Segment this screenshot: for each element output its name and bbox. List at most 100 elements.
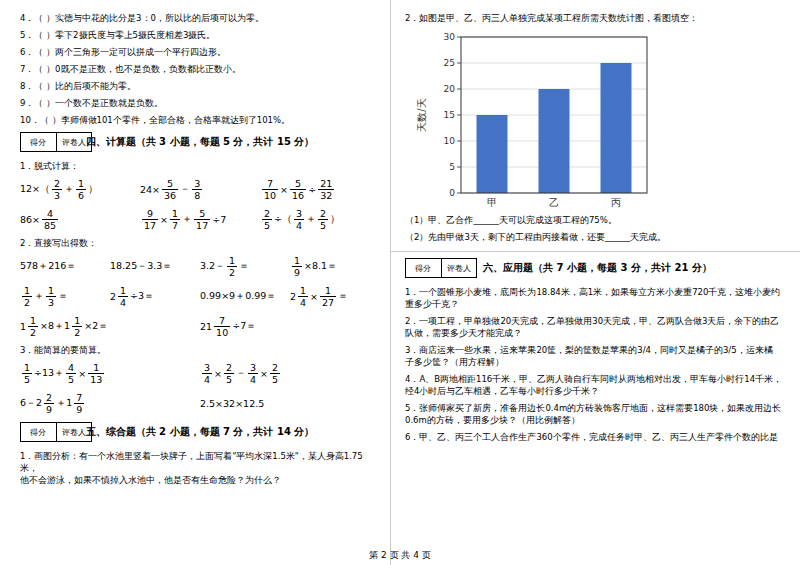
math-expression: 112×8＋112×2＝ [20, 315, 200, 338]
math-text: × [78, 368, 86, 379]
y-tick [457, 167, 461, 168]
fraction-denominator: 17 [142, 219, 158, 231]
math-expression: 12×（23＋16） [20, 178, 140, 201]
fraction-denominator: 36 [162, 189, 178, 201]
fraction: 710 [214, 315, 230, 338]
fraction-denominator: 6 [76, 189, 86, 201]
fraction: 516 [290, 178, 306, 201]
fraction: 14 [118, 285, 128, 308]
question-text: 2．直接写出得数： [20, 237, 380, 249]
fraction-denominator: 3 [46, 296, 56, 308]
question-text: 4．A、B两地相距116千米，甲、乙两人骑自行车同时从两地相对出发，甲车每小时行… [405, 373, 790, 397]
fraction: 19 [292, 255, 302, 278]
expression-cell: 86×485 [20, 208, 140, 231]
column-divider [390, 0, 391, 565]
fraction-numerator: 1 [300, 285, 306, 296]
fraction: 13 [46, 285, 56, 308]
expression-row: 15÷13＋45×11334×25－34×25 [20, 361, 380, 385]
expression-row: 6－229＋1792.5×32×12.5 [20, 391, 380, 415]
math-expression: 25÷（34＋25） [260, 208, 380, 231]
section-header: 得分评卷人四、计算题（共 3 小题，每题 5 分，共计 15 分） [20, 131, 380, 153]
fraction-numerator: 1 [229, 255, 235, 266]
question-text: 2．一项工程，甲单独做20天完成，乙单独做用30天完成，甲、乙两队合做3天后，余… [405, 315, 790, 339]
fraction: 34 [294, 208, 304, 231]
score-box-cell: 评卷人 [441, 259, 477, 277]
math-text: ÷7＝ [232, 320, 256, 333]
y-tick [457, 141, 461, 142]
question-text: 2．如图是甲、乙、丙三人单独完成某项工程所需天数统计图，看图填空： [405, 12, 790, 24]
math-expression: 214÷3＝ [110, 285, 200, 308]
math-text: ＋ [182, 213, 192, 226]
fraction-numerator: 3 [194, 178, 200, 189]
fraction: 25 [270, 362, 280, 385]
y-tick-label: 20 [444, 84, 456, 94]
fraction-denominator: 2 [227, 266, 237, 278]
fraction-numerator: 1 [325, 285, 331, 296]
question-text: 3．能简算的要简算。 [20, 344, 380, 356]
separator-line [390, 251, 800, 252]
y-tick-label: 0 [449, 188, 455, 198]
math-expression: 710×516÷2132 [260, 178, 380, 201]
question-text: 10．（ ）李师傅做101个零件，全部合格，合格率就达到了101%。 [20, 114, 380, 126]
expression-cell: 0.99×9＋0.99＝ [200, 290, 290, 303]
math-text: × [280, 184, 288, 195]
fraction-denominator: 5 [262, 219, 272, 231]
question-text: 8．（ ）比的后项不能为零。 [20, 80, 380, 92]
score-box: 得分评卷人 [405, 258, 477, 278]
fraction: 16 [76, 178, 86, 201]
fraction-denominator: 5 [318, 219, 328, 231]
fraction-denominator: 2 [22, 296, 32, 308]
fraction: 14 [298, 285, 308, 308]
y-tick-label: 15 [444, 110, 455, 120]
math-text: ＋ [64, 183, 74, 196]
expression-row: 578＋216＝18.25－3.3＝3.2－12＝19×8.1＝ [20, 254, 380, 278]
score-box: 得分评卷人 [20, 132, 92, 152]
math-expression: 6－229＋179 [20, 392, 200, 415]
fraction-numerator: 9 [147, 208, 153, 219]
x-tick-label: 乙 [549, 197, 559, 208]
math-expression: 578＋216＝ [20, 260, 110, 273]
fraction: 25 [224, 362, 234, 385]
fraction-denominator: 5 [224, 373, 234, 385]
y-tick [457, 115, 461, 116]
math-text: × [260, 368, 268, 379]
fraction: 25 [262, 208, 272, 231]
math-text: ＋ [34, 290, 44, 303]
question-text: 5．张师傅家买了新房，准备用边长0.4m的方砖装饰客厅地面，这样需要180块，如… [405, 402, 790, 426]
fraction: 517 [194, 208, 210, 231]
fraction: 29 [44, 392, 54, 415]
expression-cell: 34×25－34×25 [200, 362, 380, 385]
question-text: （1）甲、乙合作______天可以完成这项工程的75%。 [405, 214, 790, 226]
fraction-denominator: 5 [270, 373, 280, 385]
expression-cell: 18.25－3.3＝ [110, 260, 200, 273]
math-text: ＝ [58, 290, 68, 303]
expression-cell: 112×8＋112×2＝ [20, 315, 200, 338]
fraction-denominator: 85 [42, 219, 58, 231]
fraction-numerator: 3 [250, 362, 256, 373]
fraction-numerator: 3 [204, 362, 210, 373]
expression-row: 86×485917×17＋517÷725÷（34＋25） [20, 207, 380, 231]
question-text: 3．商店运来一些水果，运来苹果20筐，梨的筐数是苹果的3/4，同时又是橘子的3/… [405, 344, 790, 368]
bar [601, 63, 632, 193]
fraction-numerator: 21 [320, 178, 332, 189]
fraction-numerator: 7 [219, 315, 225, 326]
math-text: ＋1 [56, 397, 72, 410]
expression-row: 112×8＋112×2＝21710÷7＝ [20, 314, 380, 338]
fraction-denominator: 4 [298, 296, 308, 308]
question-text: （2）先由甲做3天，剩下的工程由丙接着做，还要______天完成。 [405, 231, 790, 243]
question-text: 1．脱式计算： [20, 160, 380, 172]
math-text: － [236, 367, 246, 380]
math-expression: 214×127＝ [290, 285, 380, 308]
fraction: 113 [88, 362, 104, 385]
section-title: 五、综合题（共 2 小题，每题 7 分，共计 14 分） [20, 425, 380, 439]
section-header: 得分评卷人六、应用题（共 7 小题，每题 3 分，共计 21 分） [405, 257, 790, 279]
right-column: 2．如图是甲、乙、丙三人单独完成某项工程所需天数统计图，看图填空：0510152… [405, 12, 790, 448]
y-axis-label: 天数/天 [416, 98, 427, 131]
math-text: × [214, 368, 222, 379]
question-text: 5．（ ）零下2摄氏度与零上5摄氏度相差3摄氏。 [20, 29, 380, 41]
math-text: ÷13＋ [34, 367, 64, 380]
math-text: × [160, 214, 168, 225]
math-expression: 24×536－38 [140, 178, 260, 201]
fraction: 15 [22, 362, 32, 385]
fraction-numerator: 1 [24, 285, 30, 296]
